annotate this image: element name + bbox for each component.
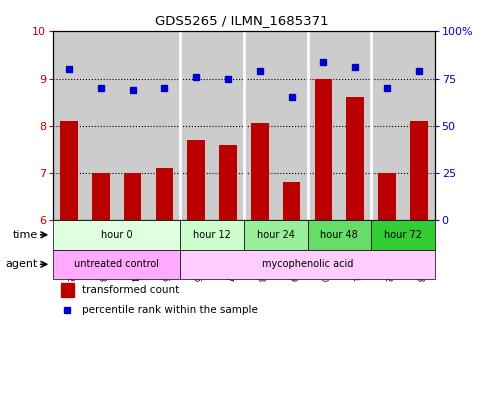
Bar [346, 97, 364, 220]
Text: time: time [13, 230, 38, 240]
Bar [180, 250, 435, 279]
Bar [371, 220, 435, 250]
Text: mycophenolic acid: mycophenolic acid [262, 259, 353, 269]
Bar [410, 121, 427, 220]
Bar [60, 121, 78, 220]
Text: GDS5265 / ILMN_1685371: GDS5265 / ILMN_1685371 [155, 14, 328, 27]
Bar [156, 168, 173, 220]
Bar [53, 220, 180, 250]
Bar [251, 123, 269, 220]
Text: untreated control: untreated control [74, 259, 159, 269]
Bar [378, 173, 396, 220]
Bar [124, 173, 142, 220]
Text: hour 48: hour 48 [320, 230, 358, 240]
Bar [244, 220, 308, 250]
Bar [308, 220, 371, 250]
Text: transformed count: transformed count [82, 285, 179, 295]
Text: hour 24: hour 24 [257, 230, 295, 240]
Text: hour 0: hour 0 [101, 230, 132, 240]
Bar [92, 173, 110, 220]
Bar [187, 140, 205, 220]
Bar [219, 145, 237, 220]
Bar [314, 79, 332, 220]
Bar [53, 250, 180, 279]
Text: hour 72: hour 72 [384, 230, 422, 240]
Bar [283, 182, 300, 220]
Text: hour 12: hour 12 [193, 230, 231, 240]
Bar [61, 283, 74, 297]
Text: agent: agent [5, 259, 38, 269]
Text: percentile rank within the sample: percentile rank within the sample [82, 305, 257, 315]
Bar [180, 220, 244, 250]
